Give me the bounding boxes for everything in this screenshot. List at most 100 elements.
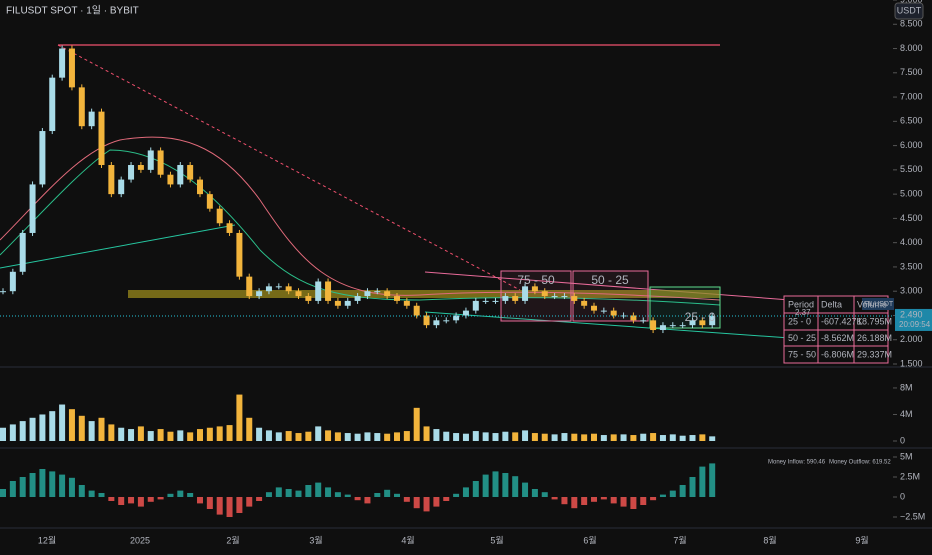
candle [118,179,125,195]
y-tick-label: 2.000 [900,334,923,344]
flow-bar [78,485,85,497]
flow-bar [502,473,509,497]
volume-bar [591,433,597,441]
flow-bar [137,497,144,507]
y-tick-label: 8.500 [900,19,923,29]
x-tick-label: 3월 [309,534,322,545]
y-tick-label: 6.000 [900,140,923,150]
candle [443,320,450,322]
flow-bar [630,497,637,509]
candle [531,286,538,292]
candle [275,286,282,288]
candle [591,305,597,311]
volume-bar [512,432,519,441]
flow-bar [600,497,607,500]
flow-bar [344,494,351,497]
table-header: Delta [821,299,842,309]
volume-bar [315,426,322,441]
flow-bar [187,493,194,497]
volume-bar [59,404,66,441]
candle [325,281,332,301]
candle [236,232,243,277]
table-cell: -6.806M [821,349,854,359]
volume-bar [453,433,460,441]
table-cell: 18.795M [857,316,892,326]
candle [197,179,203,195]
volume-bar [49,411,56,441]
candle [9,271,16,292]
flow-bar [334,492,341,497]
candle [482,300,489,302]
volume-bar [571,433,578,441]
flow-bar [167,493,174,497]
volume-bar [364,432,371,441]
outflow-label: Money Outflow: 619.52 [829,460,891,466]
volume-bar [413,407,420,441]
candle [620,315,627,317]
flow-bar [157,497,164,500]
candle [147,150,154,170]
volume-bar [147,431,154,441]
flow-bar [364,497,371,504]
flow-bar [413,497,420,509]
volume-bar [354,433,361,441]
x-tick-label: 2025 [130,535,150,545]
candle [699,320,706,326]
flow-bar [620,497,627,507]
candle [403,300,410,306]
volume-bar [610,434,617,441]
table-cell: 25 - 0 [788,316,811,326]
flow-bar [128,497,135,504]
volume-bar [137,426,144,441]
x-tick-label: 9월 [855,534,868,545]
volume-bar [522,430,529,441]
candle [472,300,479,311]
candle [689,320,696,326]
price-tag [895,308,932,331]
flow-bar [177,490,184,497]
flow-bar [246,497,253,507]
y-tick-label: 7.000 [900,91,923,101]
table-cell: 75 - 50 [788,349,816,359]
candle [98,111,105,166]
candle [59,48,66,78]
volume-bar [226,425,233,441]
symbol-tag-label: FILUSDT [864,301,894,308]
volume-bar [551,434,558,441]
table-cell: -8.562M [821,333,854,343]
volume-bar [0,427,6,441]
currency-button[interactable] [894,2,924,20]
table-cell: -607.427K [821,316,863,326]
y-tick-label: 1.500 [900,358,923,368]
flow-bar [39,469,46,497]
flow-bar [108,497,115,501]
flow-bar [59,474,66,497]
volume-bar [9,424,16,441]
volume-bar [265,430,272,441]
symbol-title: FILUSDT SPOT · 1일 · BYBIT [6,5,139,17]
volume-bar [108,424,115,441]
candle [295,291,302,297]
candle [39,131,46,185]
flow-bar [325,487,332,497]
candle [137,165,144,170]
volume-bar [128,429,135,441]
countdown: 20:09:54 [899,320,931,329]
volume-bar [659,435,666,441]
candle [502,296,509,301]
volume-bar [600,435,607,441]
candle [581,300,588,306]
table-cell: 29.337M [857,349,892,359]
x-tick-label: 6월 [583,534,596,545]
inflow-label: Money Inflow: 590.46 [768,460,826,466]
candle [78,87,85,127]
x-tick-label: 12월 [38,534,56,545]
y-tick-label: 8M [900,382,913,392]
candle [423,315,430,326]
candle [265,286,272,292]
candle [551,296,558,298]
candle [177,165,184,185]
flow-bar [403,497,410,502]
volume-bar [68,409,75,441]
volume-bar [472,431,479,441]
